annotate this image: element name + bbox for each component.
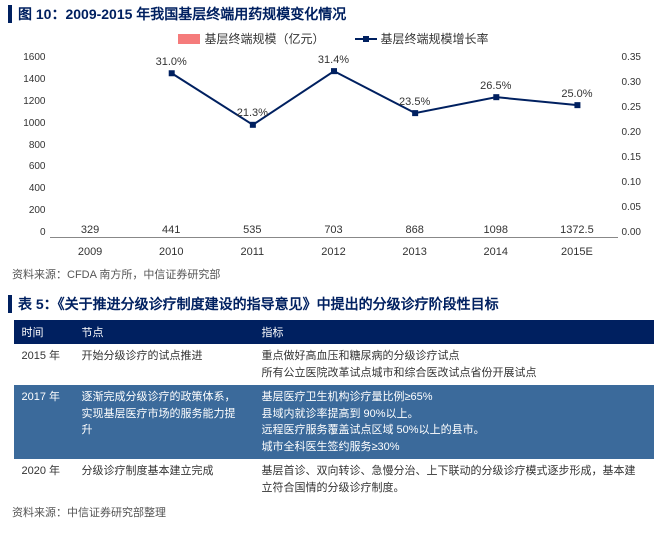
line-value-label: 21.3% <box>237 107 268 119</box>
table-title: 表 5：《关于推进分级诊疗制度建设的指导意见》中提出的分级诊疗阶段性目标 <box>18 294 499 314</box>
line-marker <box>249 122 255 128</box>
line-marker <box>574 102 580 108</box>
line-value-label: 31.0% <box>156 56 187 68</box>
y1-tick: 1000 <box>16 118 46 129</box>
line-marker <box>493 94 499 100</box>
line-marker <box>412 110 418 116</box>
y1-tick: 1200 <box>16 96 46 107</box>
x-tick: 2009 <box>50 246 131 258</box>
y2-tick: 0.05 <box>622 202 654 213</box>
y2-axis-labels: 0.35 0.30 0.25 0.20 0.15 0.10 0.05 0.00 <box>622 52 654 238</box>
legend-bar-swatch <box>178 34 200 44</box>
table-row: 2015 年开始分级诊疗的试点推进重点做好高血压和糖尿病的分级诊疗试点所有公立医… <box>14 344 654 385</box>
legend-line-label: 基层终端规模增长率 <box>381 30 489 47</box>
x-tick: 2010 <box>131 246 212 258</box>
cell-time: 2015 年 <box>14 344 74 385</box>
y1-tick: 1600 <box>16 52 46 63</box>
legend-line-swatch <box>355 34 377 44</box>
y2-tick: 0.15 <box>622 152 654 163</box>
title-accent <box>8 295 12 313</box>
goals-table: 时间 节点 指标 2015 年开始分级诊疗的试点推进重点做好高血压和糖尿病的分级… <box>14 320 654 500</box>
x-tick: 2014 <box>455 246 536 258</box>
chart-legend: 基层终端规模（亿元） 基层终端规模增长率 <box>14 30 654 47</box>
chart-box: 基层终端规模（亿元） 基层终端规模增长率 1600140012001000800… <box>14 30 654 260</box>
x-tick: 2013 <box>374 246 455 258</box>
y2-tick: 0.25 <box>622 102 654 113</box>
line-value-label: 31.4% <box>318 54 349 66</box>
cell-node: 分级诊疗制度基本建立完成 <box>74 459 254 500</box>
figure-title: 图 10：2009-2015 年我国基层终端用药规模变化情况 <box>18 4 346 24</box>
y2-tick: 0.30 <box>622 77 654 88</box>
table-head: 时间 节点 指标 <box>14 320 654 344</box>
cell-node: 逐渐完成分级诊疗的政策体系，实现基层医疗市场的服务能力提升 <box>74 385 254 459</box>
y1-tick: 600 <box>16 161 46 172</box>
line-value-label: 26.5% <box>480 80 511 92</box>
col-time: 时间 <box>14 320 74 344</box>
table-row: 2020 年分级诊疗制度基本建立完成基层首诊、双向转诊、急慢分治、上下联动的分级… <box>14 459 654 500</box>
table-title-bar: 表 5：《关于推进分级诊疗制度建设的指导意见》中提出的分级诊疗阶段性目标 <box>8 294 659 314</box>
y1-tick: 200 <box>16 205 46 216</box>
y1-axis-labels: 1600 1400 1200 1000 800 600 400 200 0 <box>16 52 46 238</box>
y1-tick: 800 <box>16 140 46 151</box>
table-source: 资料来源：中信证券研究部整理 <box>12 504 659 520</box>
line-value-label: 25.0% <box>561 88 592 100</box>
x-tick: 2015E <box>536 246 617 258</box>
legend-bar: 基层终端规模（亿元） <box>178 30 324 47</box>
y1-tick: 400 <box>16 183 46 194</box>
line-svg <box>50 52 618 238</box>
table-row: 2017 年逐渐完成分级诊疗的政策体系，实现基层医疗市场的服务能力提升基层医疗卫… <box>14 385 654 459</box>
y2-tick: 0.10 <box>622 177 654 188</box>
y2-tick: 0.20 <box>622 127 654 138</box>
cell-indicator: 重点做好高血压和糖尿病的分级诊疗试点所有公立医院改革试点城市和综合医改试点省份开… <box>254 344 654 385</box>
legend-bar-label: 基层终端规模（亿元） <box>204 30 324 47</box>
col-indicator: 指标 <box>254 320 654 344</box>
cell-indicator: 基层医疗卫生机构诊疗量比例≥65%县域内就诊率提高到 90%以上。远程医疗服务覆… <box>254 385 654 459</box>
y2-tick: 0.00 <box>622 227 654 238</box>
col-node: 节点 <box>74 320 254 344</box>
cell-node: 开始分级诊疗的试点推进 <box>74 344 254 385</box>
table-body: 2015 年开始分级诊疗的试点推进重点做好高血压和糖尿病的分级诊疗试点所有公立医… <box>14 344 654 500</box>
cell-indicator: 基层首诊、双向转诊、急慢分治、上下联动的分级诊疗模式逐步形成，基本建立符合国情的… <box>254 459 654 500</box>
line-value-label: 23.5% <box>399 96 430 108</box>
x-axis-labels: 2009201020112012201320142015E <box>50 246 618 258</box>
figure-title-bar: 图 10：2009-2015 年我国基层终端用药规模变化情况 <box>8 4 659 24</box>
y1-tick: 1400 <box>16 74 46 85</box>
line-marker <box>168 70 174 76</box>
x-tick: 2011 <box>212 246 293 258</box>
line-marker <box>331 68 337 74</box>
title-accent <box>8 5 12 23</box>
legend-line: 基层终端规模增长率 <box>355 30 489 47</box>
growth-line <box>171 71 577 125</box>
cell-time: 2017 年 <box>14 385 74 459</box>
y2-tick: 0.35 <box>622 52 654 63</box>
plot-area: 16001400120010008006004002000 0.350.300.… <box>50 52 618 238</box>
x-tick: 2012 <box>293 246 374 258</box>
y1-tick: 0 <box>16 227 46 238</box>
figure-source: 资料来源：CFDA 南方所，中信证券研究部 <box>12 266 659 282</box>
cell-time: 2020 年 <box>14 459 74 500</box>
